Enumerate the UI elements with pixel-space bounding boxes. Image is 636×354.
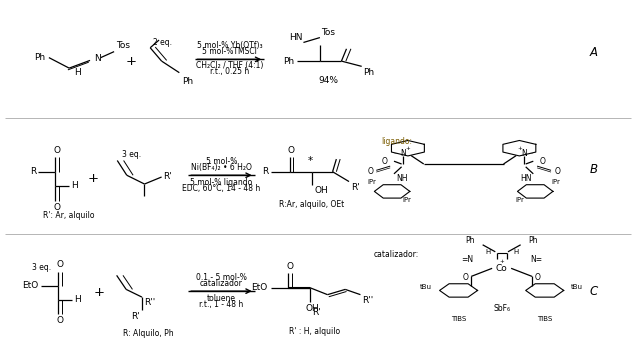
Text: R'': R'' [144,298,155,307]
Text: H: H [74,296,81,304]
Text: ⁻: ⁻ [530,153,534,158]
Text: R': R' [312,308,321,317]
Text: 2 eq.: 2 eq. [153,38,172,47]
Text: R: R [30,167,36,176]
Text: tBu: tBu [420,284,432,290]
Text: ligando:: ligando: [382,137,412,147]
Text: R' : H, alquilo: R' : H, alquilo [289,327,340,336]
Text: R': R' [131,312,140,321]
Text: iPr: iPr [516,198,525,203]
Text: O: O [57,316,64,325]
Text: H: H [513,249,518,255]
Text: 5 mol-%: 5 mol-% [206,157,237,166]
Text: 5 mol-%TMSCl: 5 mol-%TMSCl [202,47,257,56]
Text: +: + [517,146,522,151]
Text: TIBS: TIBS [451,316,466,322]
Text: O: O [288,146,295,155]
Text: EtO: EtO [251,283,267,292]
Text: =N: =N [461,255,473,264]
Text: CH₂Cl₂ / THF (4:1): CH₂Cl₂ / THF (4:1) [196,61,263,70]
Text: R': R' [163,172,172,182]
Text: Ph: Ph [34,53,46,62]
Text: Ph: Ph [466,236,475,245]
Text: N: N [95,54,101,63]
Text: O: O [535,273,541,282]
Text: EDC, 60°C, 14 - 48 h: EDC, 60°C, 14 - 48 h [183,184,261,193]
Text: +: + [94,286,105,299]
Text: O: O [539,157,546,166]
Text: R: Alquilo, Ph: R: Alquilo, Ph [123,329,174,338]
Text: B: B [590,164,597,177]
Text: Tos: Tos [116,41,130,50]
Text: 5 mol-% ligando: 5 mol-% ligando [190,178,252,187]
Text: catalizador:: catalizador: [374,250,419,259]
Text: A: A [590,46,597,59]
Text: N: N [400,149,406,158]
Text: Ni(BF₄)₂ • 6 H₂O: Ni(BF₄)₂ • 6 H₂O [191,163,252,172]
Text: NH: NH [396,174,407,183]
Text: Ph: Ph [529,236,537,245]
Text: O: O [53,202,60,212]
Text: N: N [522,149,527,158]
Text: O: O [57,261,64,269]
Text: iPr: iPr [551,179,560,185]
Text: O: O [382,157,388,166]
Text: tBu: tBu [571,284,583,290]
Text: EtO: EtO [22,281,38,290]
Text: R: R [263,167,268,176]
Text: Tos: Tos [321,28,335,36]
Text: +: + [88,172,99,185]
Text: catalizador: catalizador [200,279,243,288]
Text: Ph: Ph [284,57,294,65]
Text: H: H [74,68,81,77]
Text: HN: HN [520,174,532,183]
Text: OH: OH [305,304,319,314]
Text: ⁻: ⁻ [394,153,398,158]
Text: SbF₆: SbF₆ [493,304,510,314]
Text: N=: N= [530,255,543,264]
Text: TIBS: TIBS [537,316,552,322]
Text: R:Ar, alquilo, OEt: R:Ar, alquilo, OEt [279,200,344,209]
Text: +: + [406,146,410,151]
Text: O: O [53,146,60,155]
Text: 3 eq.: 3 eq. [32,263,51,272]
Text: Ph: Ph [183,76,193,86]
Text: 5 mol-% Yb(OTf)₃: 5 mol-% Yb(OTf)₃ [197,41,262,51]
Text: toluene: toluene [207,294,236,303]
Text: 3 eq.: 3 eq. [121,150,141,159]
Text: O: O [554,166,560,176]
Text: +: + [499,259,504,264]
Text: +: + [126,55,137,68]
Text: 0.1 - 5 mol-%: 0.1 - 5 mol-% [196,273,247,281]
Text: O: O [367,166,373,176]
Text: iPr: iPr [368,179,377,185]
Text: HN: HN [289,34,302,42]
Text: R': Ar, alquilo: R': Ar, alquilo [43,211,94,220]
Text: *: * [308,156,313,166]
Text: OH: OH [315,186,329,195]
Text: H: H [485,249,490,255]
Text: r.t., 1 - 48 h: r.t., 1 - 48 h [199,300,244,309]
Text: C: C [590,285,598,298]
Text: Ph: Ph [364,68,375,77]
Text: R': R' [351,183,360,192]
Text: H: H [71,181,78,190]
Text: R'': R'' [363,296,373,305]
Text: O: O [463,273,469,282]
Text: r.t., 0.25 h: r.t., 0.25 h [210,67,249,76]
Text: Co: Co [495,264,508,273]
Text: O: O [287,262,294,271]
Text: 94%: 94% [319,76,339,85]
Text: iPr: iPr [403,198,411,203]
